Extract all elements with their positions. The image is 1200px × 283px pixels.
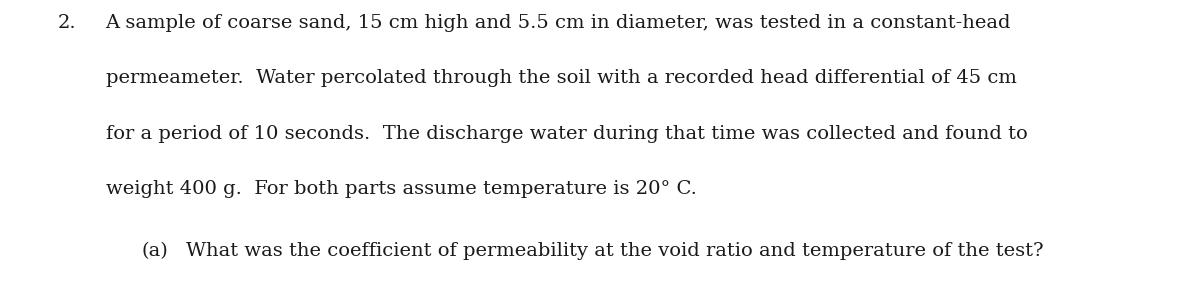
Text: weight 400 g.  For both parts assume temperature is 20° C.: weight 400 g. For both parts assume temp… [106,180,696,198]
Text: What was the coefficient of permeability at the void ratio and temperature of th: What was the coefficient of permeability… [186,242,1044,260]
Text: permeameter.  Water percolated through the soil with a recorded head differentia: permeameter. Water percolated through th… [106,69,1016,87]
Text: 2.: 2. [58,14,77,32]
Text: for a period of 10 seconds.  The discharge water during that time was collected : for a period of 10 seconds. The discharg… [106,125,1027,143]
Text: A sample of coarse sand, 15 cm high and 5.5 cm in diameter, was tested in a cons: A sample of coarse sand, 15 cm high and … [106,14,1012,32]
Text: (a): (a) [142,242,168,260]
